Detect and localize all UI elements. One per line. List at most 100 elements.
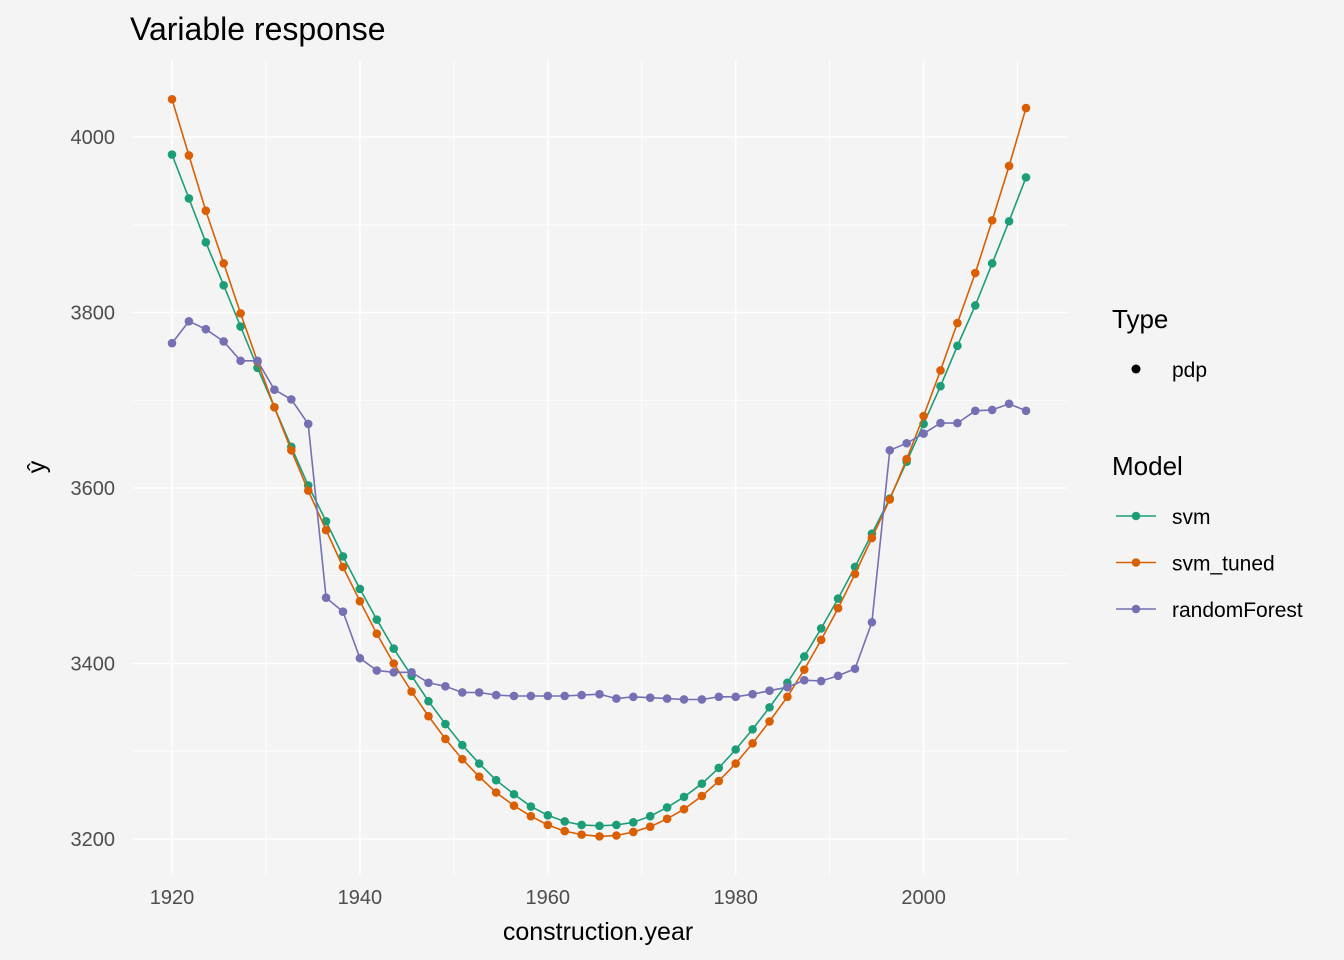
data-point-svm_tuned (987, 216, 997, 225)
data-point-svm_tuned (491, 788, 501, 797)
x-tick-label: 1940 (338, 887, 383, 909)
data-point-randomForest (936, 418, 945, 428)
data-point-randomForest (765, 686, 774, 696)
data-point-svm (372, 615, 382, 624)
data-point-randomForest (543, 691, 553, 701)
legend-key-point-randomForest (1131, 604, 1141, 614)
data-point-svm_tuned (816, 635, 826, 645)
data-point-randomForest (474, 688, 484, 697)
data-point-svm_tuned (697, 791, 707, 801)
data-point-svm_tuned (338, 562, 348, 572)
data-point-randomForest (355, 653, 365, 663)
data-point-svm (714, 763, 724, 773)
x-tick-label: 1960 (526, 887, 571, 909)
data-point-svm_tuned (645, 822, 655, 832)
data-point-randomForest (167, 338, 177, 348)
data-point-randomForest (833, 671, 843, 681)
data-point-svm (595, 821, 604, 831)
data-point-randomForest (441, 682, 450, 691)
data-point-svm (697, 779, 707, 789)
data-point-svm (474, 759, 484, 768)
data-point-svm (355, 584, 365, 594)
data-point-svm_tuned (372, 629, 382, 638)
data-point-randomForest (526, 691, 536, 701)
data-point-randomForest (184, 316, 194, 326)
data-point-svm (731, 745, 740, 754)
data-point-svm_tuned (953, 318, 962, 328)
series-randomForest (167, 316, 1031, 704)
data-point-svm (970, 301, 980, 310)
data-point-randomForest (595, 689, 604, 699)
data-point-svm (338, 552, 348, 561)
data-point-svm_tuned (560, 826, 570, 836)
legend-label-randomForest: randomForest (1172, 599, 1303, 622)
data-point-randomForest (577, 690, 586, 700)
data-point-svm_tuned (936, 366, 945, 375)
data-point-svm_tuned (543, 820, 553, 830)
data-point-randomForest (987, 405, 997, 415)
data-point-svm_tuned (765, 717, 774, 726)
data-point-svm_tuned (748, 739, 757, 748)
data-point-svm_tuned (389, 659, 399, 668)
data-point-svm (1004, 216, 1014, 226)
data-point-randomForest (1021, 406, 1031, 416)
data-point-randomForest (919, 429, 928, 438)
data-point-randomForest (885, 445, 895, 455)
legend-model-entries: svm svm_tuned randomForest (1116, 506, 1303, 622)
data-point-svm_tuned (919, 411, 928, 421)
x-tick-label: 2000 (901, 887, 946, 909)
x-axis-title: construction.year (503, 918, 693, 946)
data-point-svm_tuned (219, 259, 228, 268)
data-point-randomForest (645, 693, 655, 703)
data-point-svm_tuned (612, 831, 621, 840)
data-point-randomForest (321, 593, 331, 602)
chart-title: Variable response (130, 11, 386, 47)
data-point-svm_tuned (679, 804, 689, 814)
data-point-svm (628, 818, 638, 827)
data-point-svm_tuned (970, 268, 980, 278)
tick-labels: 1920 1940 1960 1980 2000 3200 3400 3600 3800 4000 (71, 127, 946, 909)
data-point-svm (509, 789, 519, 799)
data-point-svm (389, 644, 399, 653)
data-point-randomForest (253, 356, 262, 366)
data-point-svm_tuned (902, 454, 911, 464)
data-point-svm (748, 725, 757, 734)
legend-type-key (1131, 364, 1141, 374)
data-point-svm_tuned (321, 525, 331, 535)
data-point-svm (491, 775, 501, 785)
data-point-svm_tuned (167, 94, 177, 104)
data-point-svm (458, 740, 467, 750)
data-point-svm (201, 238, 211, 247)
data-point-svm_tuned (731, 759, 740, 768)
data-point-svm_tuned (184, 151, 194, 160)
data-point-randomForest (338, 607, 348, 617)
data-point-randomForest (902, 438, 911, 448)
data-point-svm (679, 792, 689, 802)
data-point-svm_tuned (270, 402, 279, 412)
data-point-randomForest (816, 676, 826, 686)
data-point-svm (987, 259, 997, 268)
data-point-svm_tuned (236, 309, 245, 318)
data-point-svm_tuned (1004, 161, 1014, 171)
data-point-svm_tuned (799, 665, 809, 674)
data-point-svm_tuned (407, 687, 416, 696)
legend-type-label: pdp (1172, 359, 1207, 382)
data-point-svm_tuned (526, 811, 536, 821)
data-point-svm_tuned (287, 445, 296, 455)
y-tick-label: 3400 (71, 654, 116, 676)
data-point-randomForest (303, 419, 313, 429)
series-layer (167, 94, 1031, 841)
data-point-svm_tuned (833, 603, 843, 613)
data-point-svm_tuned (303, 486, 313, 495)
data-point-svm_tuned (424, 711, 433, 721)
data-point-svm_tuned (850, 569, 860, 579)
data-point-svm (612, 820, 621, 830)
legend-type-title: Type (1112, 304, 1168, 334)
data-point-svm (560, 817, 570, 826)
data-point-randomForest (731, 692, 740, 702)
data-point-randomForest (867, 617, 877, 627)
data-point-randomForest (714, 692, 724, 702)
legend: Type pdp Model svm svm_tuned randomForest (1112, 304, 1303, 622)
data-point-svm_tuned (474, 772, 484, 781)
